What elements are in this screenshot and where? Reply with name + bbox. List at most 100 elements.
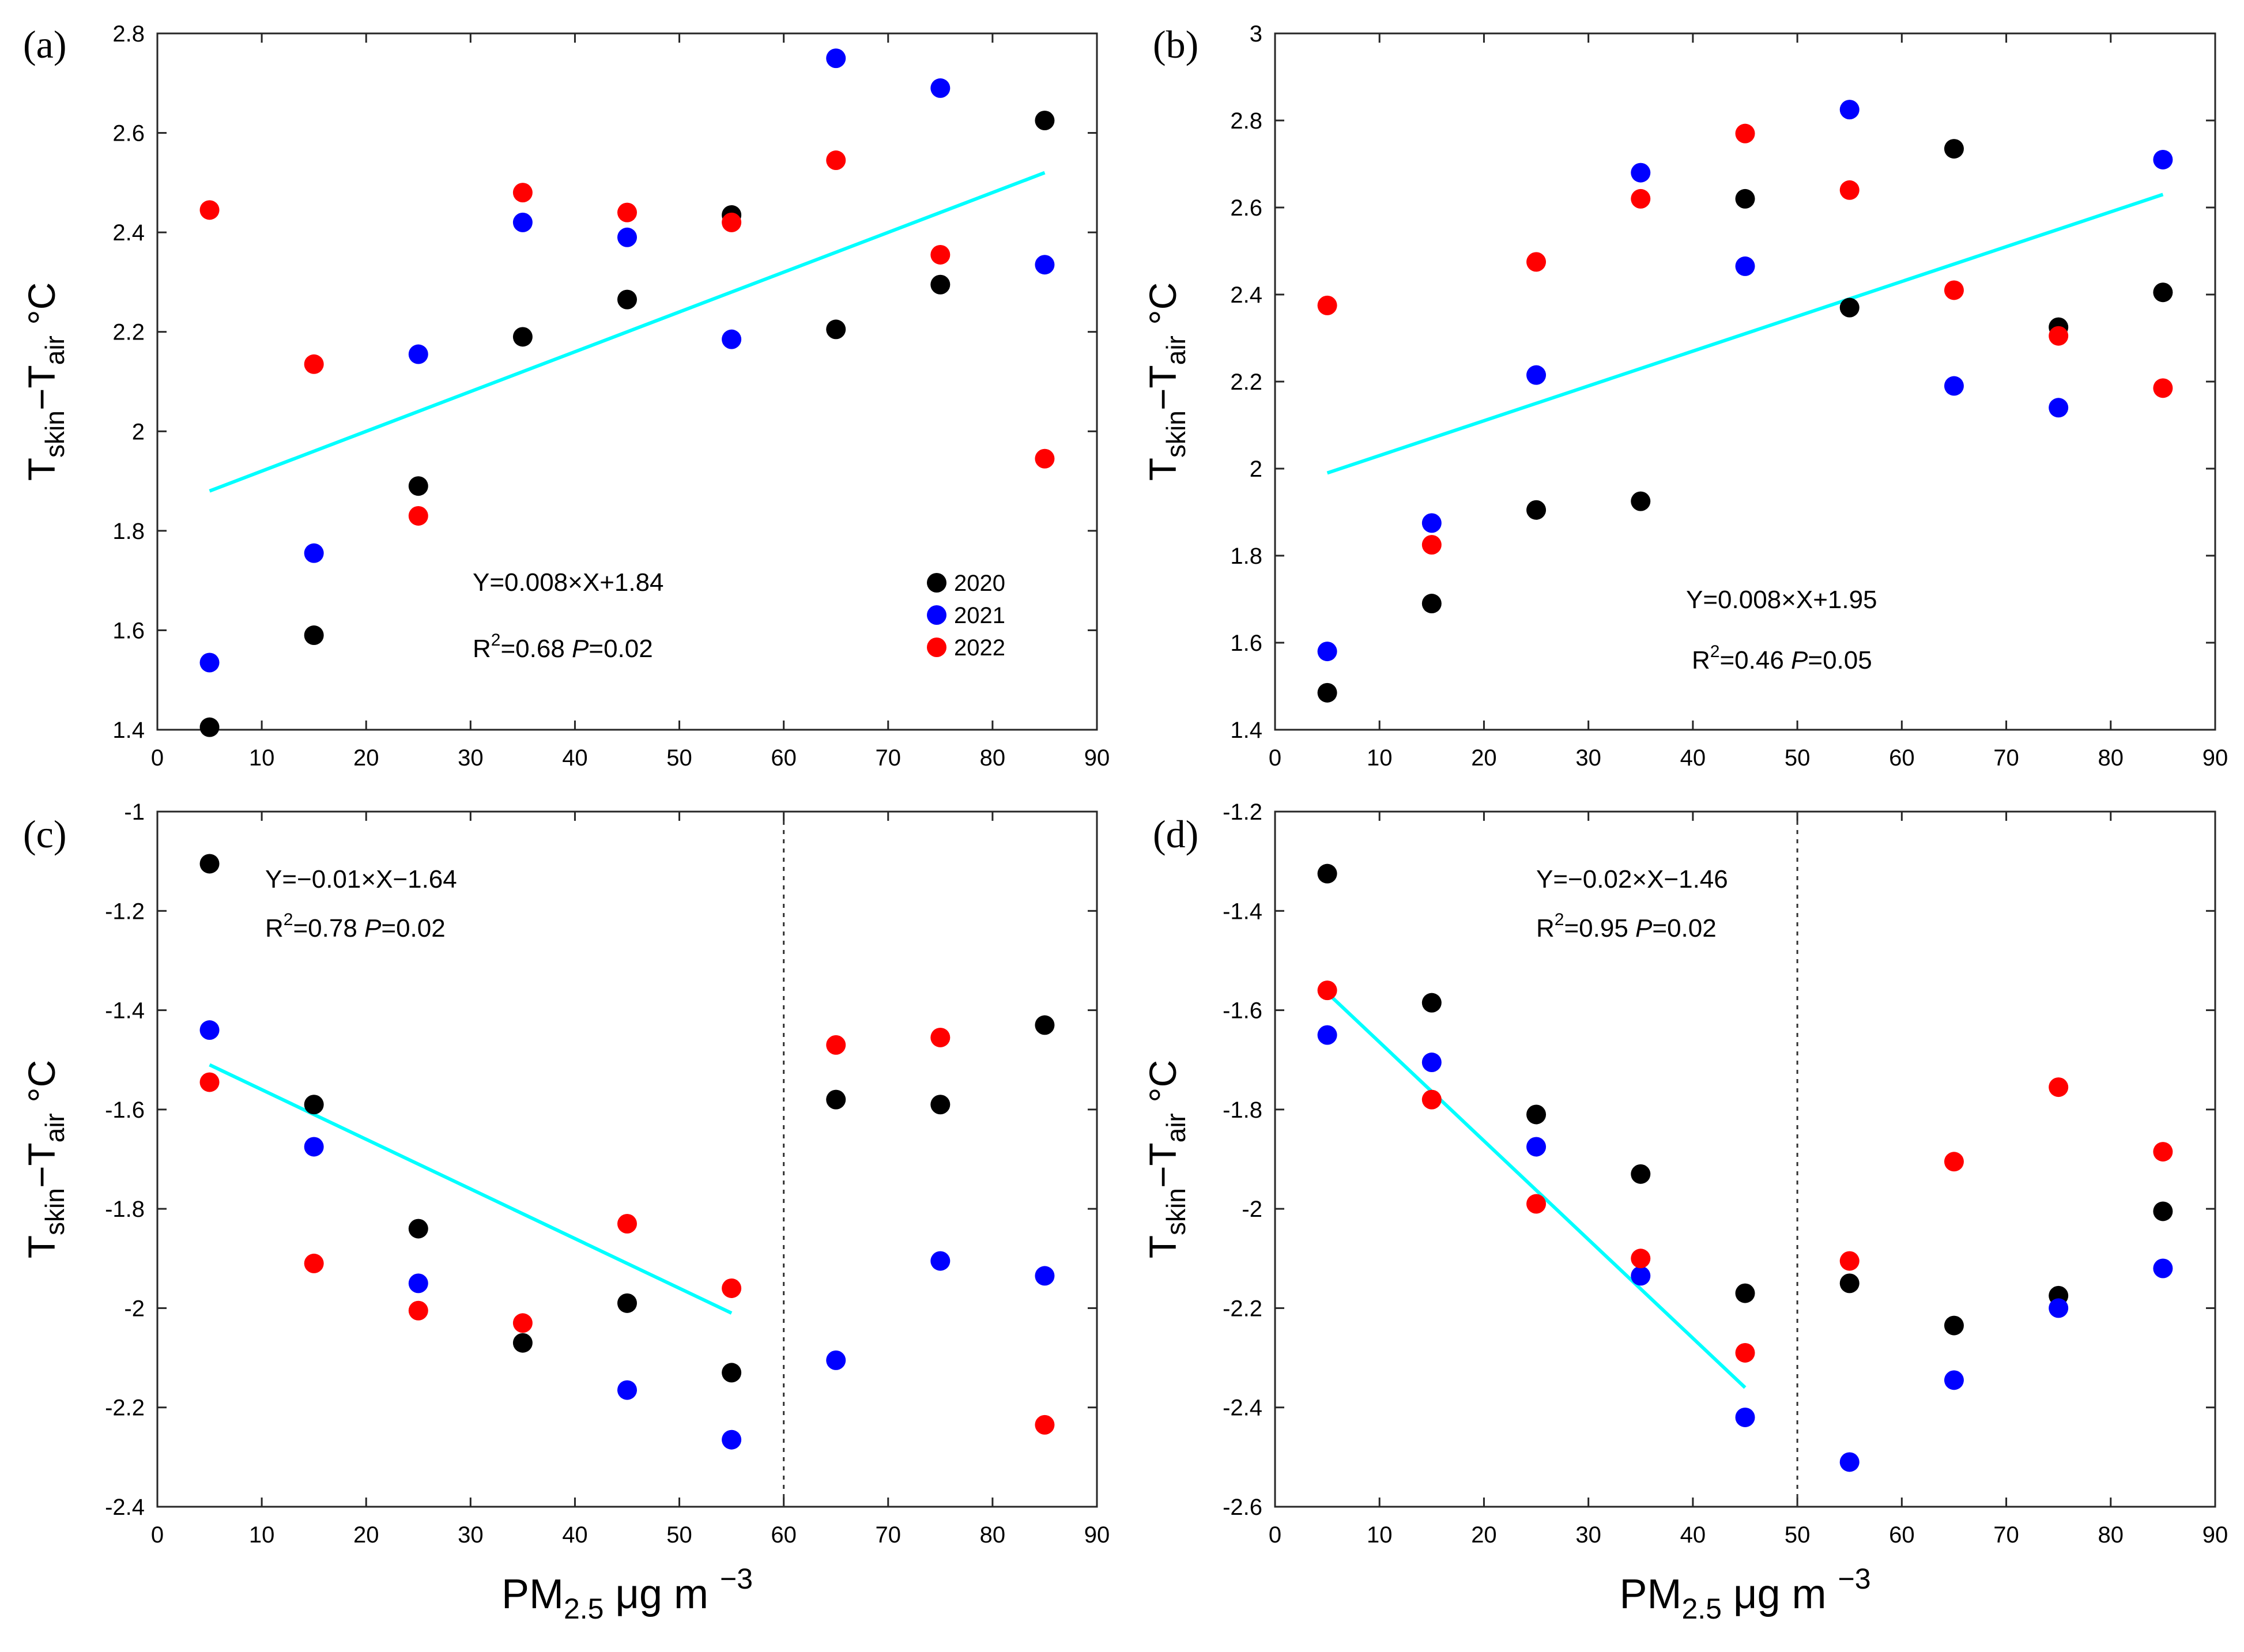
x-tick-label: 80 (980, 745, 1006, 771)
x-tick-label: 20 (1471, 745, 1497, 771)
y-tick-label: -2.2 (105, 1395, 145, 1421)
point-2021 (617, 227, 637, 247)
point-2021 (1526, 365, 1547, 385)
point-2022 (2049, 326, 2069, 346)
fit-stats: R2=0.68 P=0.02 (473, 631, 653, 663)
point-2022 (617, 1213, 637, 1234)
point-2020 (1944, 1315, 1964, 1336)
point-2022 (408, 506, 428, 526)
y-tick-label: 1.6 (1230, 631, 1262, 656)
fit-line (1326, 991, 1747, 1389)
point-2020 (304, 625, 324, 646)
y-tick-label: 2.2 (112, 320, 145, 345)
point-2020 (2153, 282, 2173, 303)
point-2022 (1421, 535, 1442, 555)
x-tick-label: 20 (353, 1522, 379, 1548)
panel-c: 0 10 20 30 40 50 60 70 80 90 -2.4 -2.2 -2 -1.8 -1.6 -1.… (20, 799, 1110, 1548)
x-tick-label: 20 (1471, 1522, 1497, 1548)
point-2021 (1839, 1452, 1860, 1472)
legend-label-2022: 2022 (954, 635, 1005, 661)
p-value: =0.05 (1808, 646, 1872, 674)
point-2022 (1317, 295, 1337, 315)
point-2022 (930, 1027, 951, 1047)
point-2022 (826, 1035, 846, 1055)
r2-superscript: 2 (1710, 642, 1720, 661)
point-2022 (617, 202, 637, 222)
point-2022 (1735, 1342, 1755, 1363)
point-2022 (1944, 280, 1964, 300)
p-label: P (1635, 914, 1653, 942)
point-2021 (1735, 1407, 1755, 1427)
y-tick-label: 2.2 (1230, 369, 1262, 395)
fit-equation: Y=−0.01×X−1.64 (265, 865, 457, 893)
r2-label: R (473, 635, 491, 663)
point-2022 (1631, 188, 1651, 209)
point-2021 (408, 344, 428, 364)
y-tick-label: -2 (1242, 1197, 1262, 1222)
point-2020 (1839, 1273, 1860, 1293)
r2-value: =0.78 (293, 914, 364, 942)
r2-superscript: 2 (1555, 910, 1564, 929)
point-2022 (304, 1253, 324, 1273)
x-tick-label: 40 (562, 745, 588, 771)
point-2021 (408, 1273, 428, 1293)
x-tick-label: 70 (1993, 1522, 2019, 1548)
point-2021 (1526, 1137, 1547, 1157)
y-tick-label: 2.8 (112, 21, 145, 47)
legend-marker-2021 (927, 605, 946, 625)
y-tick-label: 2 (1250, 457, 1262, 482)
r2-label: R (1692, 646, 1710, 674)
point-2020 (1317, 863, 1337, 884)
x-tick-label: 90 (1084, 1522, 1110, 1548)
y-axis-label: Tskin−Tair °C (20, 1060, 70, 1259)
r2-superscript: 2 (284, 910, 293, 929)
point-2021 (930, 1251, 951, 1271)
point-2022 (1631, 1249, 1651, 1269)
point-2022 (199, 200, 220, 220)
point-2020 (826, 319, 846, 340)
x-tick-label: 50 (666, 745, 692, 771)
y-tick-label: 1.8 (1230, 544, 1262, 569)
x-tick-label: 80 (2098, 1522, 2124, 1548)
point-2020 (512, 1333, 533, 1353)
x-tick-label: 70 (876, 1522, 902, 1548)
x-tick-label: 20 (353, 745, 379, 771)
legend-marker-2020 (927, 573, 946, 593)
point-2020 (1526, 500, 1547, 520)
fit-stats: R2=0.78 P=0.02 (265, 910, 446, 942)
y-tick-label: -2 (124, 1296, 145, 1321)
x-tick-label: 40 (1680, 1522, 1706, 1548)
point-2021 (2049, 398, 2069, 418)
point-2021 (2153, 149, 2173, 169)
p-label: P (572, 635, 589, 663)
point-2022 (1035, 448, 1055, 469)
x-tick-label: 10 (1367, 1522, 1393, 1548)
x-tick-label: 30 (1575, 1522, 1601, 1548)
point-2022 (722, 212, 742, 232)
y-tick-label: -1.2 (105, 899, 145, 924)
point-2020 (199, 854, 220, 874)
y-tick-label: -1.4 (1223, 899, 1262, 924)
p-value: =0.02 (589, 635, 653, 663)
point-2020 (930, 274, 951, 295)
point-2021 (199, 652, 220, 673)
y-tick-label: 1.8 (112, 519, 145, 544)
x-tick-label: 50 (1785, 1522, 1811, 1548)
fit-stats: R2=0.46 P=0.05 (1692, 642, 1872, 674)
x-tick-label: 60 (1889, 1522, 1915, 1548)
x-tick-label: 30 (1575, 745, 1601, 771)
y-tick-label: -1.6 (105, 1097, 145, 1123)
x-tick-label: 0 (1269, 1522, 1281, 1548)
x-tick-label: 90 (2202, 1522, 2228, 1548)
x-axis-label-d: PM2.5 μg m −3 (1619, 1563, 1870, 1625)
point-2020 (826, 1089, 846, 1110)
y-tick-label: 2.4 (112, 220, 145, 246)
y-tick-label: -2.4 (105, 1495, 145, 1520)
point-2020 (1035, 111, 1055, 130)
y-tick-label: 2.6 (112, 121, 145, 146)
x-tick-label: 70 (876, 745, 902, 771)
x-tick-label: 90 (1084, 745, 1110, 771)
axes-box (156, 810, 1098, 1508)
r2-superscript: 2 (491, 631, 501, 650)
fit-equation: Y=0.008×X+1.84 (473, 568, 664, 597)
